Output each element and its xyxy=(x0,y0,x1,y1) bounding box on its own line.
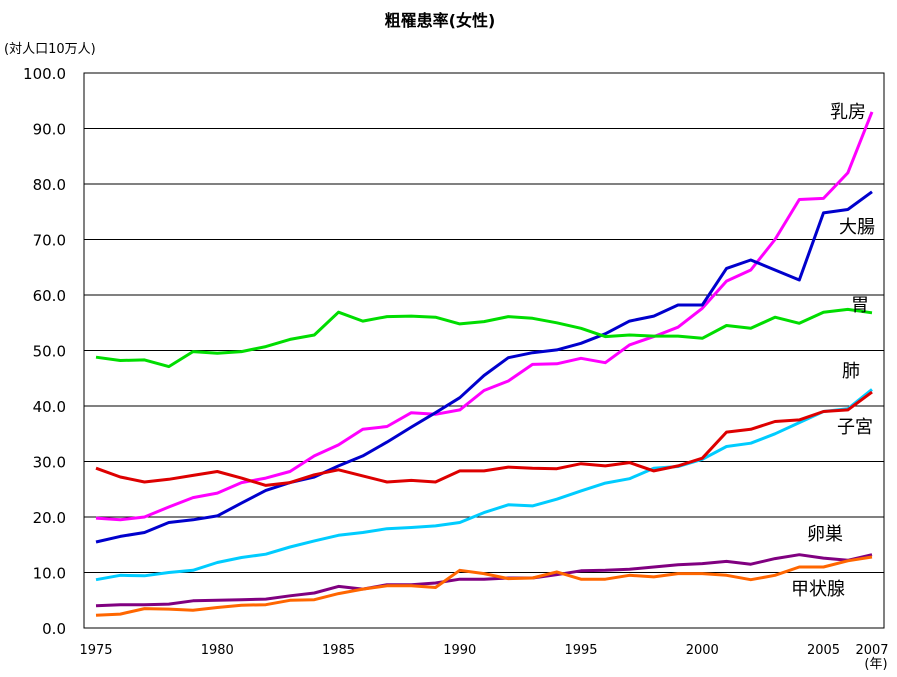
x-tick-label: 2007 xyxy=(855,643,888,658)
y-tick-label: 0.0 xyxy=(42,620,66,638)
x-tick-labels: 1975 1980 1985 1990 1995 2000 2005 2007 xyxy=(79,643,888,658)
y-tick-label: 10.0 xyxy=(33,565,66,583)
series-label: 乳房 xyxy=(830,102,866,123)
series-label: 子宮 xyxy=(837,417,873,438)
y-tick-label: 40.0 xyxy=(33,398,66,416)
series-line xyxy=(95,190,873,544)
x-tick-label: 1980 xyxy=(201,643,234,658)
series-line xyxy=(95,553,873,608)
series-line xyxy=(95,555,873,617)
y-axis-label: (対人口10万人) xyxy=(4,42,96,57)
x-axis-unit: (年) xyxy=(864,657,887,672)
chart-title: 粗罹患率(女性) xyxy=(385,11,496,30)
x-tick-label: 2000 xyxy=(686,643,719,658)
x-tick-label: 1985 xyxy=(322,643,355,658)
x-tick-label: 1995 xyxy=(564,643,597,658)
y-tick-label: 50.0 xyxy=(33,343,66,361)
series-lines xyxy=(95,111,874,617)
y-tick-label: 80.0 xyxy=(33,176,66,194)
series-line xyxy=(95,111,874,522)
series-label: 胃 xyxy=(851,295,869,316)
series-label: 肺 xyxy=(842,361,860,382)
plot-frame xyxy=(83,72,885,629)
y-tick-label: 70.0 xyxy=(33,232,66,250)
series-label: 大腸 xyxy=(839,217,875,238)
x-tick-label: 2005 xyxy=(807,643,840,658)
series-label: 甲状腺 xyxy=(791,579,845,600)
y-tick-labels: 0.0 10.0 20.0 30.0 40.0 50.0 60.0 70.0 80.0 90.0 1… xyxy=(23,65,66,638)
series-label: 卵巣 xyxy=(807,524,843,545)
series-line xyxy=(95,390,873,487)
grid xyxy=(84,128,884,573)
series-line xyxy=(95,388,873,582)
y-tick-label: 90.0 xyxy=(33,121,66,139)
y-tick-label: 30.0 xyxy=(33,454,66,472)
y-tick-label: 100.0 xyxy=(23,65,66,83)
y-tick-label: 60.0 xyxy=(33,287,66,305)
y-tick-label: 20.0 xyxy=(33,509,66,527)
x-tick-label: 1975 xyxy=(79,643,112,658)
series-line xyxy=(95,307,873,369)
x-tick-label: 1990 xyxy=(443,643,476,658)
